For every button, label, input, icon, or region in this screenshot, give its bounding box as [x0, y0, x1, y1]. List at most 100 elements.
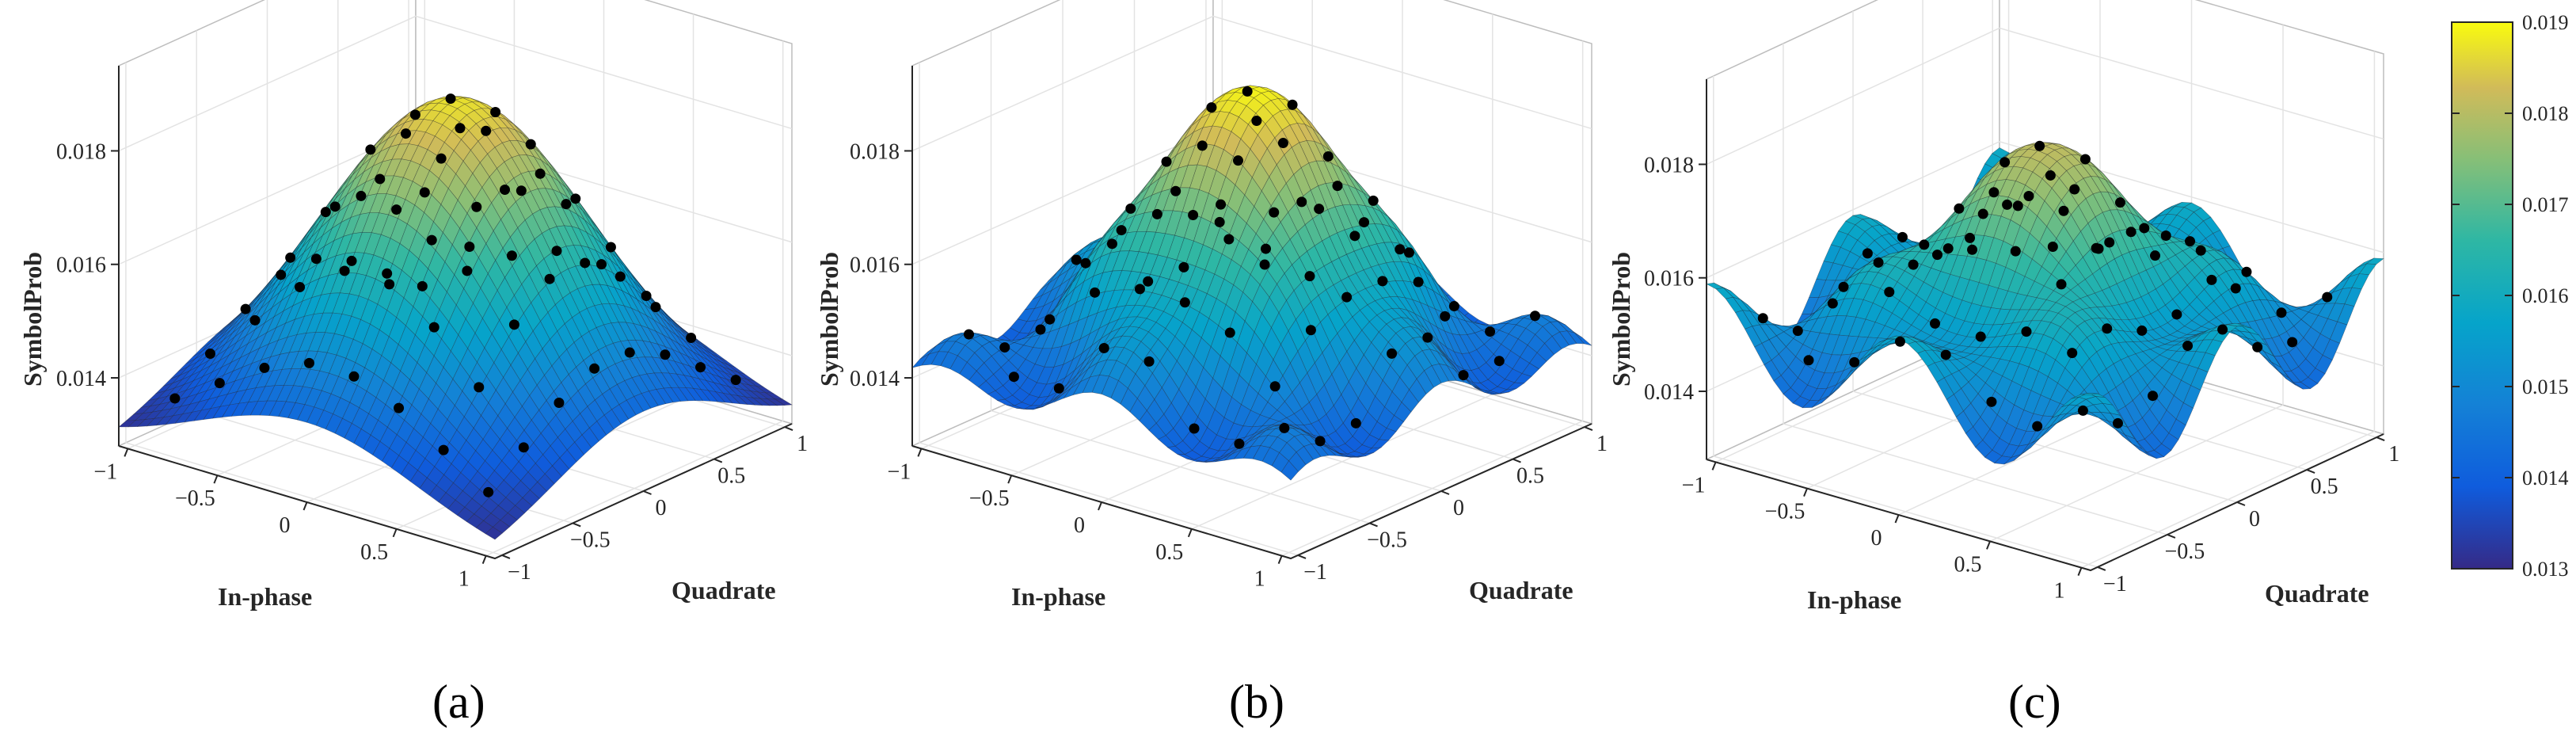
x-tick-mark	[302, 501, 308, 511]
z-tick-label: 0.016	[850, 253, 900, 278]
constellation-point	[1143, 276, 1154, 287]
constellation-point	[1287, 99, 1298, 110]
constellation-point	[535, 168, 546, 179]
constellation-point	[295, 281, 306, 292]
constellation-point	[1170, 185, 1181, 196]
x-tick-mark	[1277, 555, 1283, 564]
constellation-point	[1151, 208, 1162, 219]
constellation-point	[455, 123, 466, 134]
constellation-point	[1251, 116, 1262, 127]
constellation-point	[695, 362, 706, 373]
constellation-point	[1269, 207, 1280, 218]
z-tick-label: 0.014	[56, 367, 106, 391]
constellation-point	[1350, 417, 1361, 429]
constellation-point	[1322, 151, 1334, 162]
constellation-point	[506, 250, 517, 261]
z-tick-label: 0.018	[56, 139, 106, 164]
constellation-point	[1349, 231, 1360, 242]
constellation-point	[660, 349, 671, 360]
constellation-point	[490, 106, 501, 117]
surface-patch	[678, 387, 696, 402]
x-tick-mark	[917, 448, 923, 457]
constellation-point	[426, 234, 437, 246]
constellation-point	[310, 253, 322, 265]
y-tick-mark	[713, 458, 723, 463]
constellation-point	[596, 259, 607, 270]
constellation-point	[525, 139, 536, 150]
panel-a-caption: (a)	[432, 676, 485, 728]
constellation-point	[554, 397, 565, 408]
y-tick-label: −0.5	[1367, 528, 1407, 552]
constellation-point	[1493, 356, 1505, 367]
constellation-point	[1314, 204, 1325, 215]
constellation-point	[428, 322, 439, 333]
constellation-point	[1044, 314, 1056, 325]
constellation-point	[356, 190, 367, 201]
surface-patch	[692, 387, 711, 402]
constellation-point	[1440, 311, 1451, 322]
surface-patch	[700, 389, 718, 402]
constellation-point	[1224, 327, 1235, 338]
z-tick-label: 0.018	[850, 139, 900, 164]
constellation-point	[1189, 423, 1200, 434]
panel-b-caption: (b)	[1229, 676, 1284, 728]
constellation-point	[1223, 234, 1235, 245]
x-tick-label: −1	[93, 459, 117, 484]
constellation-point	[1216, 199, 1227, 210]
constellation-point	[329, 201, 341, 212]
constellation-point	[1179, 297, 1190, 308]
y-tick-mark	[572, 522, 581, 528]
constellation-point	[481, 125, 492, 136]
constellation-point	[1277, 138, 1288, 149]
surface-patch	[767, 398, 786, 406]
constellation-point	[1315, 436, 1326, 447]
y-tick-label: −0.5	[570, 528, 611, 552]
constellation-point	[462, 265, 473, 276]
x-tick-label: 1	[1254, 567, 1265, 592]
y-tick-label: −1	[1303, 560, 1327, 585]
constellation-point	[1413, 276, 1424, 288]
panel-a-zlabel: SymbolProb	[18, 252, 47, 387]
constellation-point	[624, 347, 635, 358]
constellation-point	[1395, 244, 1406, 255]
constellation-point	[436, 153, 447, 164]
constellation-point	[1305, 325, 1316, 336]
constellation-point	[303, 357, 314, 368]
constellation-point	[1304, 271, 1315, 282]
y-tick-label: 0	[1453, 496, 1464, 520]
constellation-point	[1161, 156, 1172, 167]
y-tick-label: 1	[1596, 432, 1608, 456]
constellation-point	[1422, 332, 1433, 343]
x-tick-label: −0.5	[175, 486, 215, 511]
constellation-point	[382, 268, 393, 279]
x-tick-mark	[1187, 528, 1193, 538]
constellation-point	[348, 371, 360, 382]
constellation-point	[474, 382, 485, 393]
constellation-point	[551, 246, 562, 257]
constellation-point	[259, 362, 270, 373]
constellation-point	[339, 265, 350, 276]
constellation-point	[518, 442, 529, 453]
constellation-point	[1233, 155, 1243, 166]
grid-line	[118, 15, 793, 152]
surface-patch	[729, 394, 748, 405]
constellation-point	[580, 257, 591, 269]
y-tick-mark	[501, 554, 511, 559]
constellation-point	[1261, 243, 1271, 254]
z-tick-label: 0.014	[850, 367, 900, 391]
grid-line	[485, 420, 784, 557]
y-tick-label: 1	[797, 432, 808, 456]
y-tick-label: 0.5	[717, 464, 745, 489]
constellation-point	[438, 444, 449, 455]
z-tick-label: 0.016	[56, 253, 106, 278]
constellation-point	[1116, 225, 1127, 236]
constellation-point	[730, 375, 741, 386]
constellation-point	[365, 144, 376, 155]
constellation-point	[401, 128, 411, 139]
surface-patch	[736, 395, 756, 406]
surface-patch	[774, 398, 793, 406]
